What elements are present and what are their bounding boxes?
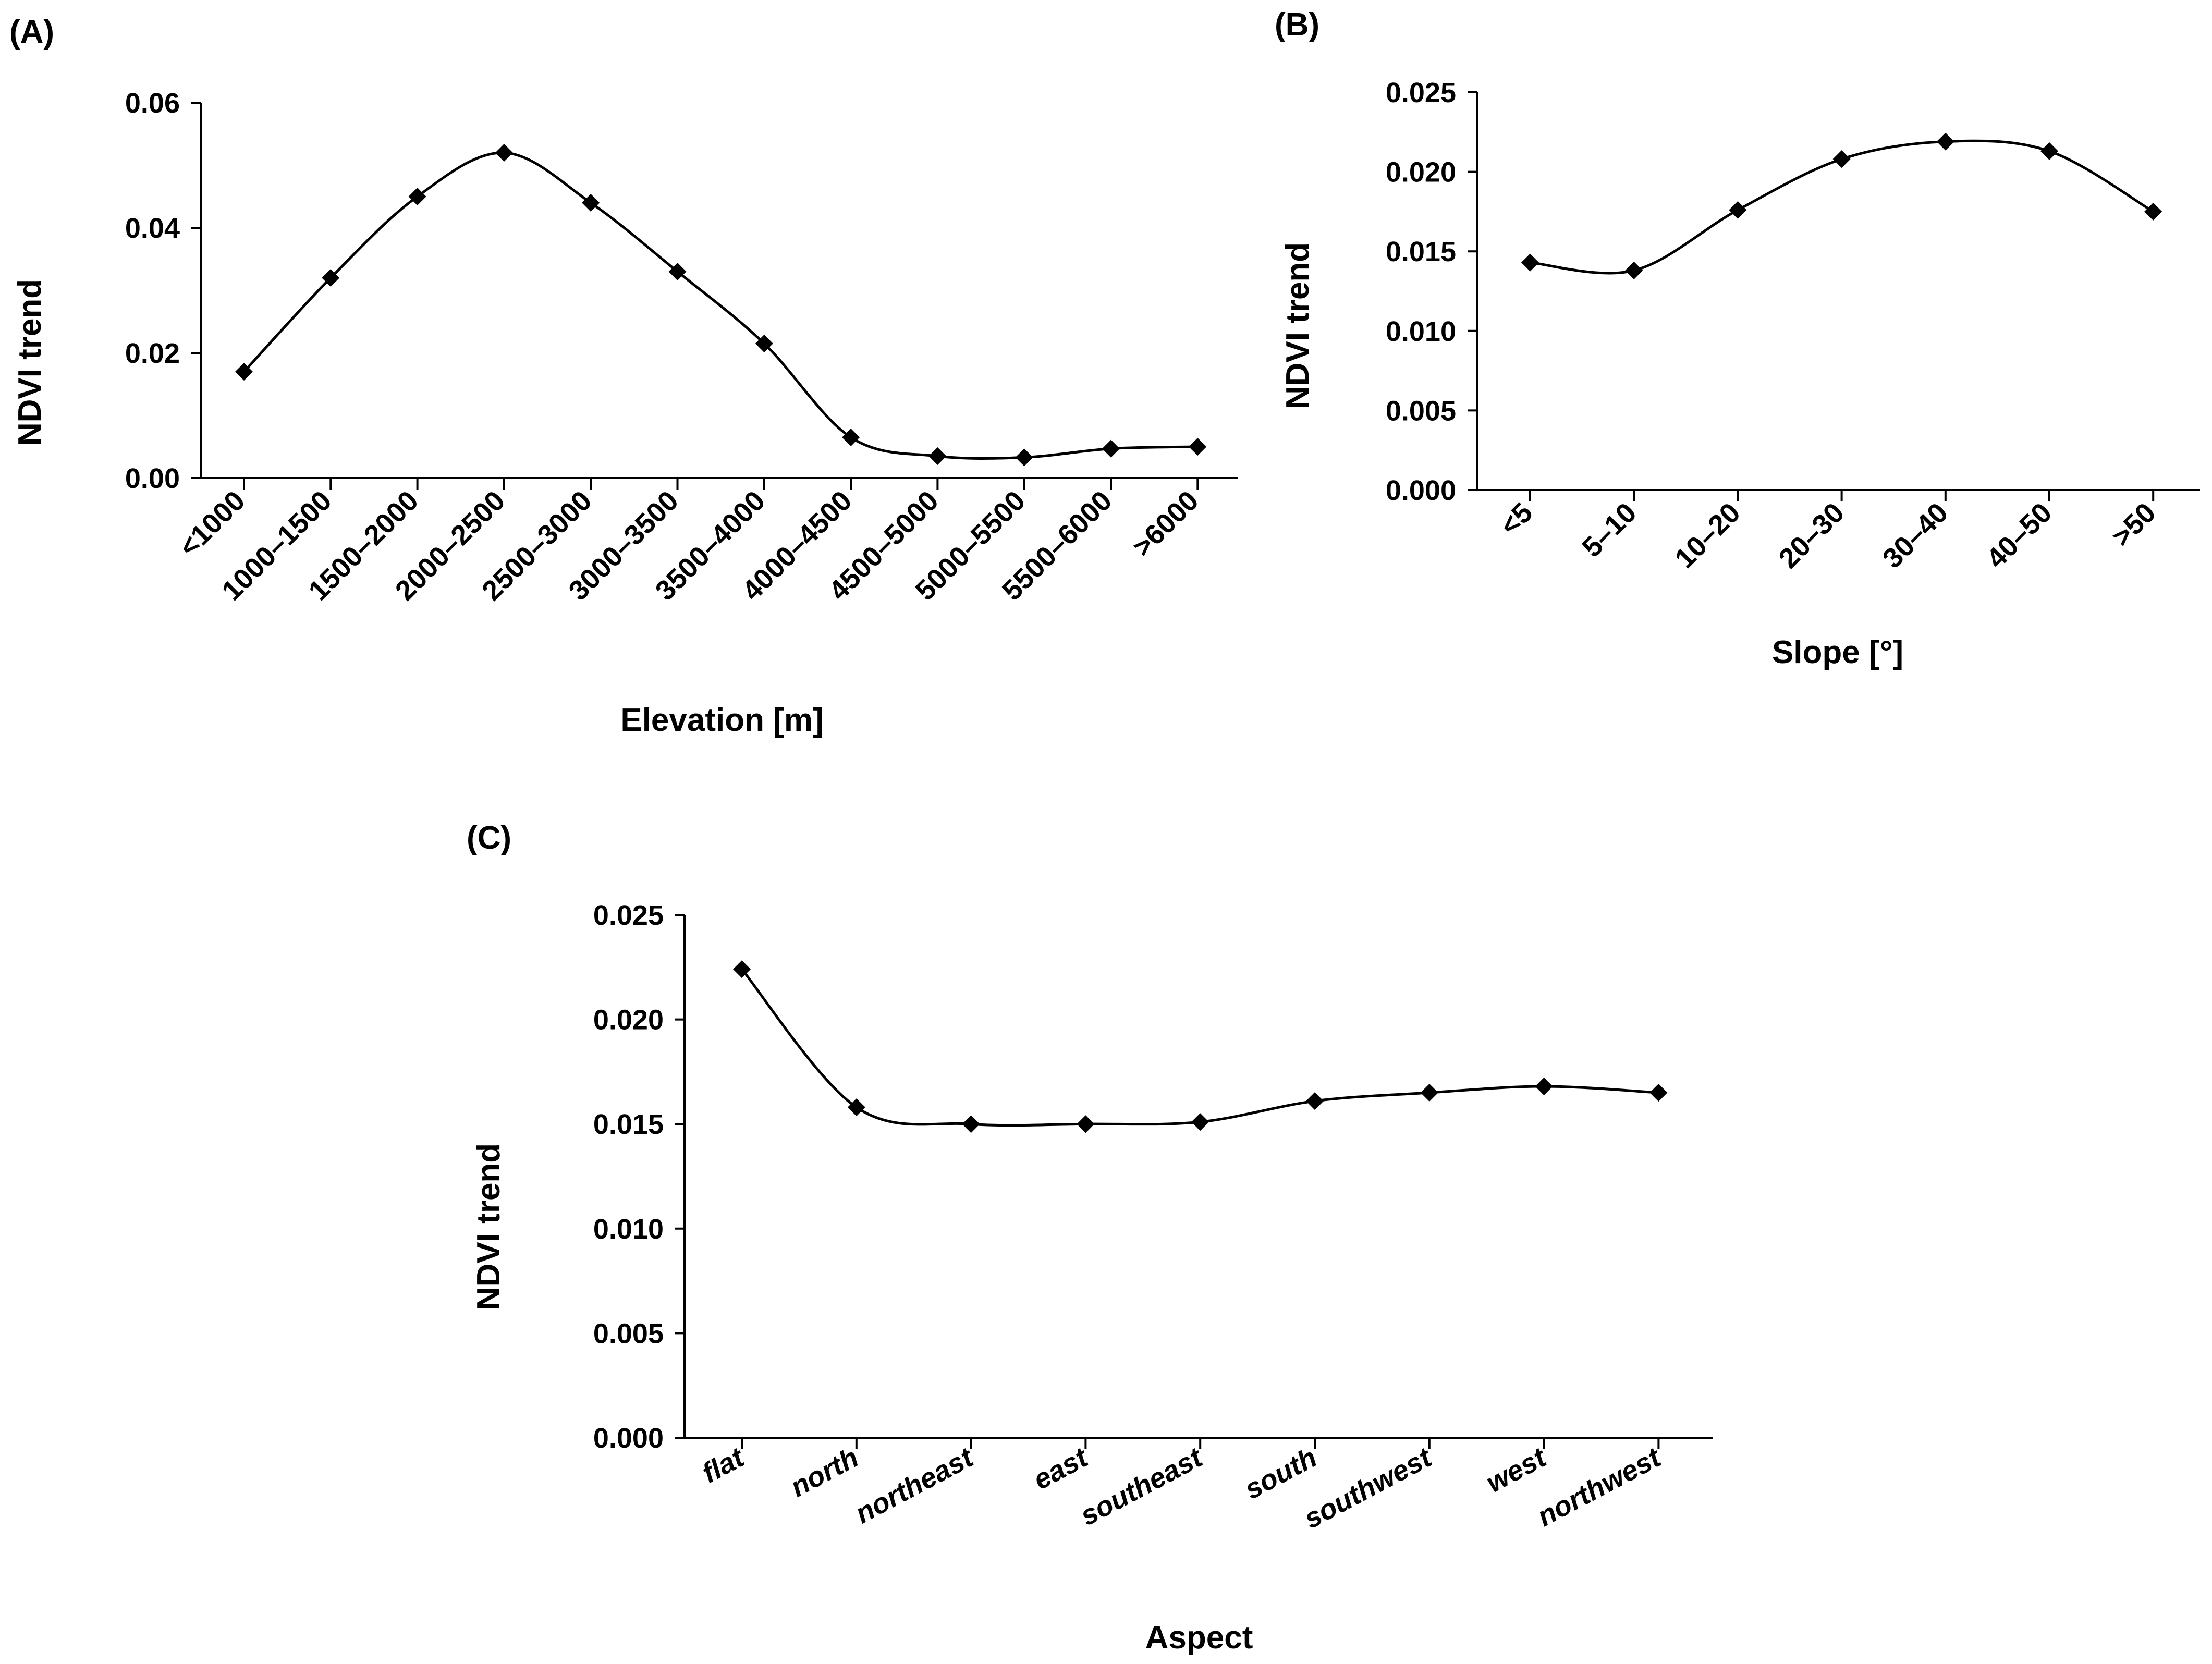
- panel-a-xlabel: Elevation [m]: [620, 702, 823, 738]
- y-tick-label: 0.015: [1386, 236, 1456, 267]
- data-point-marker: [408, 188, 426, 205]
- y-tick-label: 0.010: [1386, 316, 1456, 347]
- data-point-marker: [1625, 261, 1643, 279]
- panel-b-xlabel: Slope [°]: [1772, 634, 1903, 670]
- data-point-marker: [928, 447, 947, 465]
- x-tick-label: southwest: [1299, 1441, 1437, 1535]
- x-tick-label: south: [1240, 1442, 1322, 1506]
- data-point-marker: [1189, 438, 1207, 456]
- x-tick-label: east: [1028, 1441, 1093, 1496]
- y-tick-label: 0.015: [593, 1109, 664, 1140]
- data-point-marker: [495, 144, 513, 162]
- panel-b-ylabel: NDVI trend: [1280, 242, 1316, 409]
- x-tick-label: northwest: [1532, 1441, 1667, 1533]
- series-line: [243, 151, 1198, 460]
- x-tick-label: 20–30: [1773, 497, 1850, 574]
- series-line: [741, 968, 1659, 1127]
- x-tick-label: >50: [2106, 497, 2161, 553]
- y-tick-label: 0.005: [593, 1318, 664, 1349]
- data-point-marker: [1306, 1092, 1324, 1110]
- x-tick-label: northeast: [850, 1441, 979, 1530]
- data-point-marker: [1649, 1084, 1668, 1102]
- data-point-marker: [322, 269, 340, 287]
- panel-c-aspect-chart: (C) NDVI trend Aspect 0.000 0.005 0.010 0.0…: [467, 820, 1713, 1656]
- data-point-marker: [1729, 201, 1747, 219]
- x-tick-label: >6000: [1127, 485, 1205, 563]
- data-point-marker: [1936, 132, 1954, 151]
- panel-c-xlabel: Aspect: [1145, 1620, 1253, 1656]
- data-point-marker: [235, 363, 253, 381]
- data-point-marker: [1015, 448, 1033, 467]
- panel-c-label: (C): [467, 820, 511, 856]
- data-point-marker: [1191, 1113, 1209, 1131]
- panel-c-series: [733, 960, 1668, 1133]
- y-tick-label: 0.020: [1386, 157, 1456, 188]
- data-point-marker: [2144, 202, 2162, 221]
- data-point-marker: [668, 263, 687, 280]
- data-point-marker: [1420, 1084, 1438, 1102]
- y-tick-label: 0.005: [1386, 395, 1456, 426]
- x-tick-label: <1000: [173, 485, 251, 563]
- y-tick-label: 0.02: [125, 338, 180, 369]
- y-tick-label: 0.025: [593, 900, 664, 931]
- panel-a-label: (A): [9, 14, 54, 50]
- x-tick-label: west: [1481, 1441, 1552, 1499]
- x-tick-label: 30–40: [1877, 497, 1954, 574]
- data-point-marker: [1521, 253, 1539, 272]
- panel-b-label: (B): [1275, 7, 1319, 43]
- data-point-marker: [842, 429, 860, 446]
- panel-a-ylabel: NDVI trend: [12, 279, 48, 446]
- x-tick-label: north: [785, 1442, 863, 1503]
- y-tick-label: 0.020: [593, 1005, 664, 1036]
- y-tick-label: 0.010: [593, 1214, 664, 1245]
- y-tick-label: 0.000: [1386, 475, 1456, 506]
- data-point-marker: [1535, 1077, 1553, 1095]
- data-point-marker: [962, 1115, 980, 1133]
- x-tick-label: <5: [1494, 497, 1539, 542]
- panel-a-axes: 0.000.020.040.06<10001000–15001500–20002…: [125, 88, 1238, 607]
- data-point-marker: [733, 960, 751, 978]
- data-point-marker: [1832, 150, 1851, 168]
- panel-c-ylabel: NDVI trend: [471, 1143, 507, 1310]
- data-point-marker: [755, 335, 773, 352]
- data-point-marker: [582, 194, 600, 212]
- y-tick-label: 0.00: [125, 463, 180, 494]
- panel-a-elevation-chart: (A) NDVI trend Elevation [m] 0.00 0.02 0.0…: [9, 14, 1238, 738]
- y-tick-label: 0.06: [125, 88, 180, 119]
- x-tick-label: 40–50: [1981, 497, 2058, 574]
- panel-a-series: [235, 144, 1207, 467]
- x-tick-label: 10–20: [1669, 497, 1746, 574]
- data-point-marker: [1077, 1115, 1095, 1133]
- x-tick-label: southeast: [1075, 1441, 1208, 1532]
- data-point-marker: [2040, 142, 2058, 160]
- panel-b-slope-chart: (B) NDVI trend Slope [°] 0.000 0.005 0.010…: [1275, 7, 2200, 670]
- data-point-marker: [1102, 439, 1120, 458]
- y-tick-label: 0.04: [125, 213, 180, 244]
- y-tick-label: 0.025: [1386, 77, 1456, 108]
- panel-b-axes: 0.000 0.005 0.010 0.015 0.020 0.025 <5 5–10 10–2…: [1386, 77, 2200, 574]
- y-tick-label: 0.000: [593, 1423, 664, 1454]
- data-point-marker: [847, 1098, 865, 1117]
- panel-b-series: [1521, 132, 2162, 279]
- x-tick-label: 5–10: [1576, 497, 1642, 563]
